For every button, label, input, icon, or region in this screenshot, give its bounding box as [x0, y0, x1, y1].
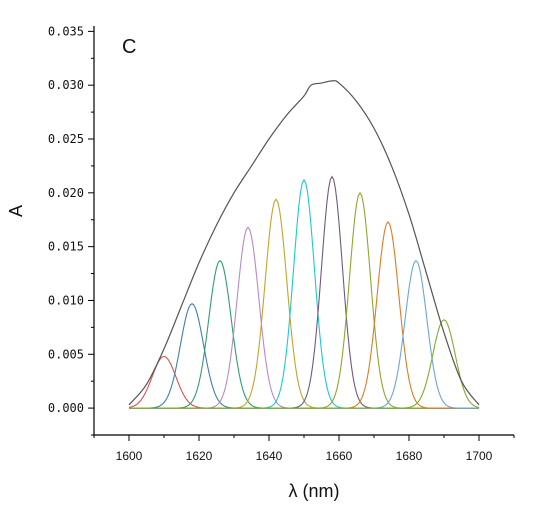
axes: 0.000 0.005 0.010 0.015 0.020 0.025 0.030 0.035… — [48, 24, 515, 463]
y-tick-label: 0.010 — [48, 293, 84, 307]
envelope-line — [128, 80, 480, 406]
component-line-7 — [129, 175, 479, 409]
x-tick-label: 1640 — [256, 449, 283, 463]
series-layer — [128, 80, 480, 409]
component-line-8 — [129, 191, 479, 409]
y-tick-label: 0.005 — [48, 347, 84, 361]
y-tick-label: 0.020 — [48, 186, 84, 200]
x-tick-label: 1660 — [326, 449, 353, 463]
y-axis-title: A — [6, 205, 26, 217]
component-line-3 — [129, 259, 479, 409]
component-line-6 — [129, 178, 479, 409]
y-tick-label: 0.035 — [48, 24, 84, 38]
x-tick-label: 1680 — [396, 449, 423, 463]
component-line-5 — [129, 198, 479, 409]
panel-label: C — [122, 36, 136, 58]
component-line-10 — [129, 259, 479, 409]
y-tick-label: 0.025 — [48, 132, 84, 146]
y-tick-label: 0.015 — [48, 240, 84, 254]
component-line-11 — [129, 319, 480, 409]
y-tick-label: 0.030 — [48, 78, 84, 92]
y-tick-label: 0.000 — [48, 401, 84, 415]
x-axis-title: λ (nm) — [289, 481, 340, 501]
x-tick-label: 1620 — [186, 449, 213, 463]
x-tick-label: 1700 — [466, 449, 493, 463]
x-tick-label: 1600 — [116, 449, 143, 463]
